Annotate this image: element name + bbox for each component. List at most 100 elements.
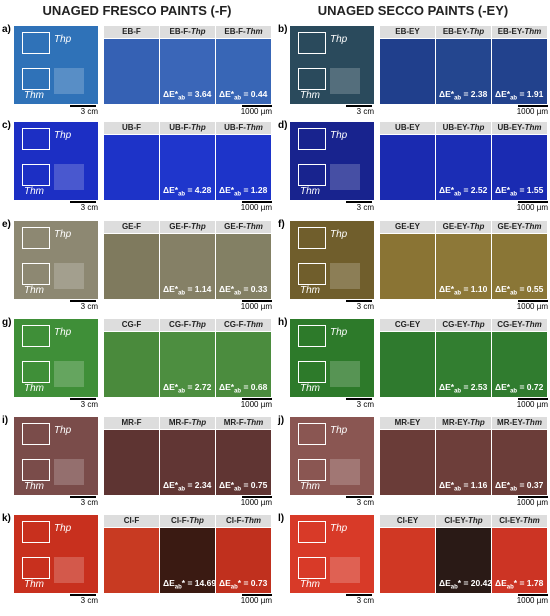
scale-label: 1000 µm <box>516 596 548 605</box>
treated-area <box>330 557 360 583</box>
delta-e: ΔE*ab = 0.72 <box>495 382 543 395</box>
micrograph: ΔE*ab = 0.68 <box>216 332 271 397</box>
image-label: MR-F-Thm <box>216 417 271 429</box>
delta-e: ΔE*ab = 1.14 <box>163 284 211 297</box>
label-suffix: Thp <box>469 27 485 36</box>
scale-bar <box>242 105 272 107</box>
label-suffix: Thm <box>246 320 264 329</box>
scale-label: 1000 µm <box>240 203 272 212</box>
scale-bar <box>518 594 548 596</box>
delta-symbol: ΔE* <box>439 185 455 195</box>
region-box <box>22 164 50 186</box>
delta-value: = 1.10 <box>461 284 488 294</box>
delta-subscript: ab <box>234 486 242 493</box>
region-label: Thp <box>330 34 348 45</box>
micrograph: ΔE*ab = 0.37 <box>492 430 547 495</box>
image-label: CI-F-Thp <box>160 515 215 527</box>
delta-symbol: ΔE* <box>163 185 179 195</box>
delta-e: ΔE*ab = 4.28 <box>163 185 211 198</box>
image-label: UB-F-Thm <box>216 122 271 134</box>
image-label: GE-F-Thm <box>216 221 271 233</box>
region-box <box>22 227 50 249</box>
delta-symbol: ΔE* <box>495 185 511 195</box>
delta-value: * = 0.73 <box>237 578 268 588</box>
scale-label: 1000 µm <box>516 203 548 212</box>
region-box <box>22 325 50 347</box>
region-label: Thm <box>300 579 320 590</box>
delta-symbol: ΔE <box>219 578 231 588</box>
treated-area <box>54 68 84 94</box>
delta-symbol: ΔE <box>439 578 451 588</box>
delta-e: ΔE*ab = 2.38 <box>439 89 487 102</box>
scale-bar <box>70 398 96 400</box>
micrograph: ΔEab* = 20.42 <box>436 528 492 593</box>
label-suffix: Thm <box>245 27 263 36</box>
region-box <box>298 68 326 90</box>
delta-symbol: ΔE* <box>219 185 235 195</box>
delta-e: ΔE*ab = 1.28 <box>219 185 267 198</box>
region-box <box>298 227 326 249</box>
label-suffix: Thm <box>522 516 540 525</box>
scale-bar <box>242 594 272 596</box>
delta-subscript: ab <box>178 388 186 395</box>
label-suffix: Thp <box>191 123 206 132</box>
label-text: CI-EY- <box>444 516 468 525</box>
scale-bar <box>346 201 372 203</box>
region-label: Thm <box>300 481 320 492</box>
delta-symbol: ΔE* <box>495 284 511 294</box>
panel-letter: k) <box>2 513 11 524</box>
region-box <box>22 459 50 481</box>
region-box <box>22 263 50 285</box>
region-box <box>22 68 50 90</box>
label-text: CG-F- <box>223 320 247 329</box>
image-label: EB-F-Thp <box>160 26 215 38</box>
region-box <box>298 32 326 54</box>
delta-e: ΔE*ab = 0.55 <box>495 284 543 297</box>
micrograph <box>380 135 435 200</box>
label-text: UB-F- <box>169 123 192 132</box>
delta-symbol: ΔE* <box>439 89 455 99</box>
label-text: GE-F- <box>169 222 192 231</box>
region-label: Thp <box>54 229 72 240</box>
image-label: MR-F-Thp <box>160 417 215 429</box>
delta-e: ΔE*ab = 0.68 <box>219 382 267 395</box>
region-box <box>298 459 326 481</box>
delta-subscript: ab <box>450 584 458 591</box>
scale-label: 3 cm <box>80 400 98 409</box>
delta-subscript: ab <box>234 95 242 102</box>
delta-subscript: ab <box>178 95 186 102</box>
scale-label: 1000 µm <box>240 400 272 409</box>
image-label: GE-EY <box>380 221 435 233</box>
label-text: GE-EY <box>395 222 420 231</box>
scale-bar <box>346 496 372 498</box>
label-text: UB-F <box>121 123 142 132</box>
overview-image: Thp Thm <box>14 417 98 495</box>
micrograph: ΔE*ab = 0.44 <box>216 39 271 104</box>
image-label: CI-F-Thm <box>216 515 271 527</box>
delta-value: = 1.91 <box>517 89 544 99</box>
delta-subscript: ab <box>174 584 182 591</box>
scale-label: 1000 µm <box>240 302 272 311</box>
delta-value: = 1.28 <box>241 185 268 195</box>
image-label: CI-EY-Thm <box>492 515 547 527</box>
label-suffix: Thm <box>524 27 542 36</box>
micrograph: ΔE*ab = 1.55 <box>492 135 547 200</box>
column-header: UNAGED FRESCO PAINTS (-F) <box>42 3 232 18</box>
label-text: CI-F <box>123 516 140 525</box>
label-text: CI-EY <box>396 516 419 525</box>
micrograph <box>380 332 435 397</box>
region-box <box>298 557 326 579</box>
micrograph <box>380 528 435 593</box>
delta-value: = 1.16 <box>461 480 488 490</box>
delta-symbol: ΔE* <box>439 284 455 294</box>
region-box <box>22 557 50 579</box>
image-label: MR-F <box>104 417 159 429</box>
scale-label: 3 cm <box>80 596 98 605</box>
region-label: Thp <box>54 130 72 141</box>
panel-letter: i) <box>2 415 9 426</box>
label-text: MR-EY- <box>442 418 471 427</box>
micrograph: ΔE*ab = 0.72 <box>492 332 547 397</box>
delta-subscript: ab <box>178 290 186 297</box>
scale-bar <box>70 496 96 498</box>
region-label: Thp <box>330 523 348 534</box>
